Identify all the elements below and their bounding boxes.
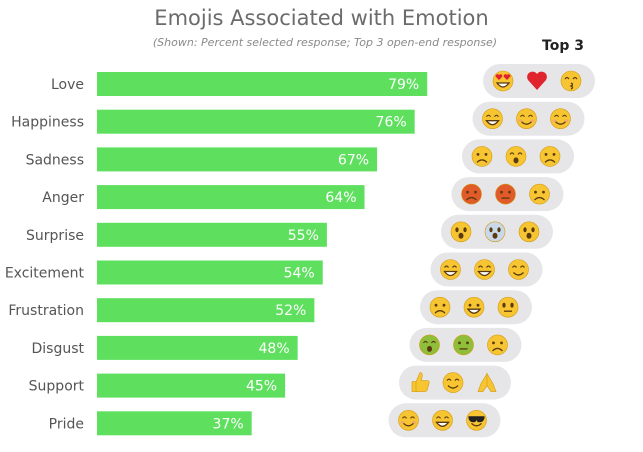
value-label: 54% xyxy=(284,266,315,282)
hugging-face-icon xyxy=(508,259,529,280)
category-label: Pride xyxy=(49,416,84,432)
blushing-face-icon xyxy=(398,409,419,431)
value-label: 37% xyxy=(213,416,244,432)
angry-face-icon xyxy=(429,296,451,318)
crying-face-icon xyxy=(471,146,493,167)
emoji-bubble xyxy=(430,252,543,287)
vomiting-face-icon xyxy=(419,334,440,356)
value-label: 64% xyxy=(325,190,356,206)
blushing-face-icon xyxy=(550,108,571,129)
steam-nose-face-icon xyxy=(463,296,485,318)
red-heart-icon xyxy=(527,71,547,90)
category-label: Love xyxy=(51,77,84,93)
grinning-face-icon xyxy=(440,259,461,280)
value-label: 79% xyxy=(388,77,419,93)
kissing-face-icon xyxy=(560,70,582,92)
chart-subtitle: (Shown: Percent selected response; Top 3… xyxy=(152,36,498,49)
chart-title: Emojis Associated with Emotion xyxy=(154,6,489,30)
heart-eyes-icon xyxy=(492,70,514,92)
category-label: Disgust xyxy=(31,341,84,357)
category-label: Happiness xyxy=(11,115,84,131)
bar-love xyxy=(97,72,428,96)
nauseated-face-icon xyxy=(453,334,474,356)
bar-pride xyxy=(97,411,252,436)
bar-support xyxy=(97,373,286,398)
bar-disgust xyxy=(97,335,298,360)
category-label: Frustration xyxy=(8,303,84,319)
sunglasses-face-icon xyxy=(466,409,487,431)
category-label: Excitement xyxy=(5,266,85,282)
smiling-face-icon xyxy=(516,108,537,129)
emoji-bubble xyxy=(388,403,501,438)
angry-face-icon xyxy=(529,183,550,205)
hugging-face-icon xyxy=(442,372,464,393)
folded-hands-icon xyxy=(477,372,497,392)
emoji-bubble xyxy=(483,64,595,98)
emoji-bubble xyxy=(472,101,585,136)
emoji-bubble xyxy=(451,177,564,212)
category-label: Anger xyxy=(42,190,84,206)
screaming-face-icon xyxy=(484,221,506,243)
swearing-face-icon xyxy=(495,183,516,205)
grinning-face-icon xyxy=(432,409,453,431)
value-label: 67% xyxy=(338,152,369,168)
bar-anger xyxy=(97,185,365,210)
category-label: Sadness xyxy=(26,152,84,168)
unamused-face-icon xyxy=(487,334,508,356)
emoji-bubble xyxy=(399,365,511,400)
category-label: Surprise xyxy=(26,228,84,244)
grinning-face-icon xyxy=(482,108,503,129)
value-label: 48% xyxy=(259,341,290,357)
loudly-crying-face-icon xyxy=(505,146,527,167)
bar-happiness xyxy=(97,109,415,134)
astonished-face-icon xyxy=(518,221,540,243)
angry-red-face-icon xyxy=(461,183,482,205)
eye-roll-face-icon xyxy=(497,296,519,318)
hushed-face-icon xyxy=(450,221,472,243)
emoji-bubble xyxy=(420,290,532,325)
bar-frustration xyxy=(97,298,315,323)
value-label: 45% xyxy=(246,379,277,395)
value-label: 55% xyxy=(288,228,319,244)
top3-header: Top 3 xyxy=(542,38,584,54)
category-label: Support xyxy=(29,379,85,395)
bar-excitement xyxy=(97,260,323,285)
emoji-bubble xyxy=(462,139,574,174)
frowning-face-icon xyxy=(539,146,561,167)
bar-sadness xyxy=(97,147,378,172)
emoji-bubble xyxy=(409,327,522,362)
value-label: 76% xyxy=(376,115,407,131)
emoji-bubble xyxy=(441,214,553,249)
thumbs-up-icon xyxy=(411,372,430,392)
beaming-face-icon xyxy=(474,259,495,280)
value-label: 52% xyxy=(275,303,306,319)
bar-surprise xyxy=(97,222,327,247)
